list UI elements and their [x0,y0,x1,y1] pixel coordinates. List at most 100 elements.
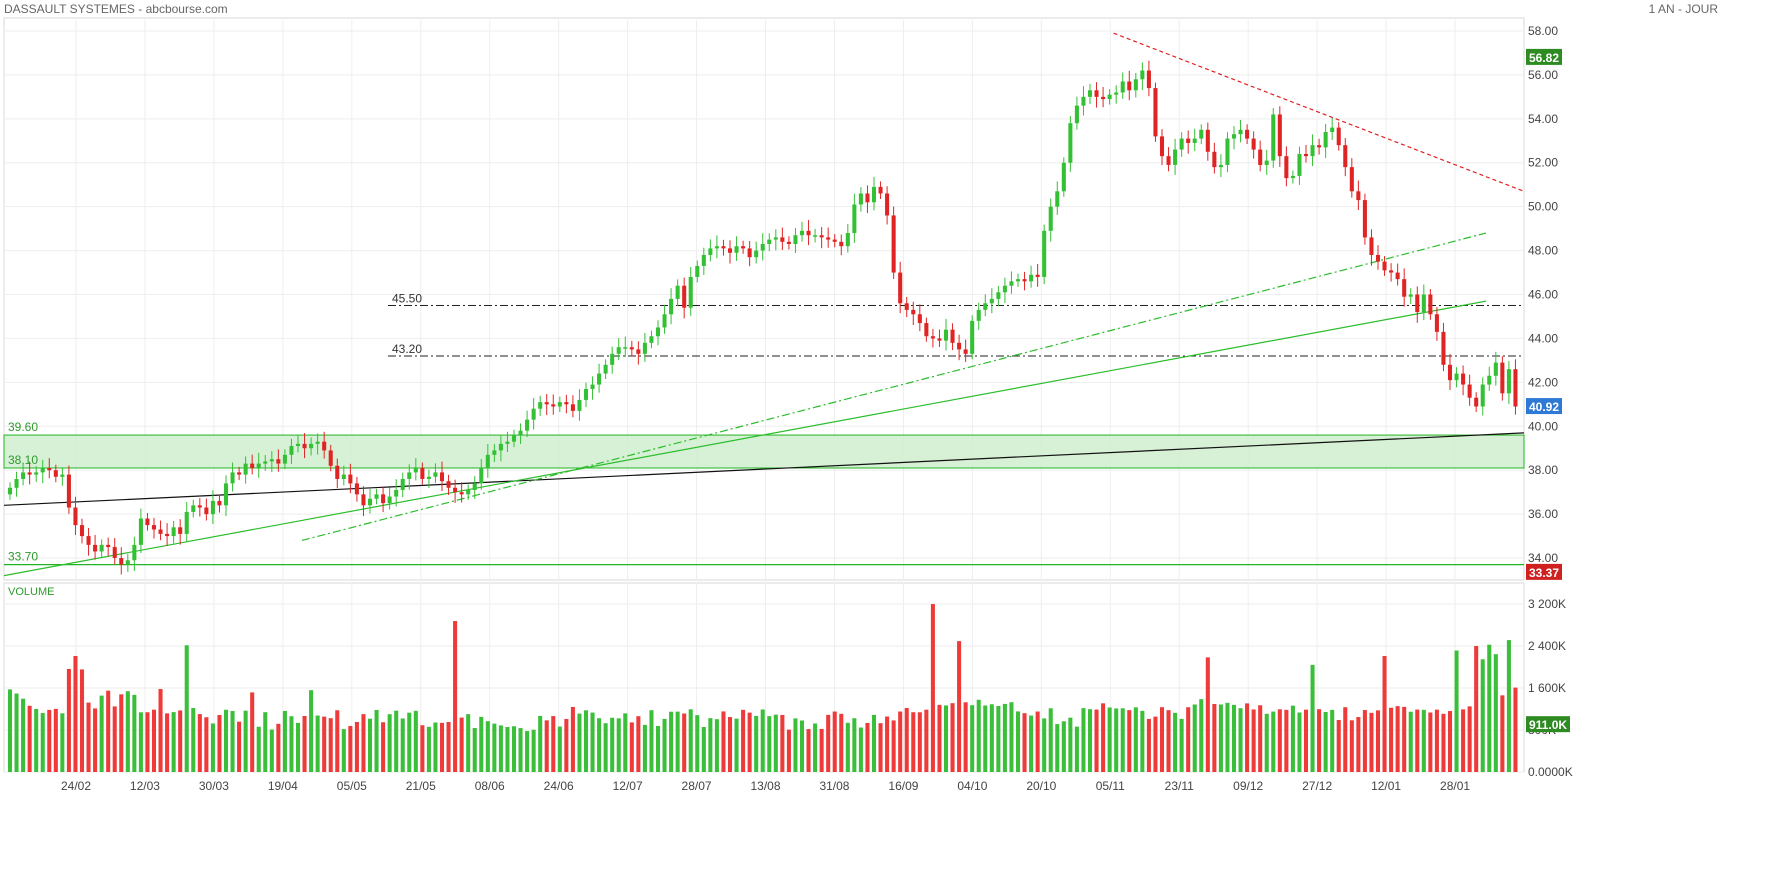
candle [989,298,994,304]
volume-bar [675,711,680,772]
volume-bar [1506,640,1511,772]
date-tick-label: 28/07 [682,779,712,793]
volume-bar [328,718,333,772]
volume-title: VOLUME [8,586,54,598]
volume-bar [21,698,26,772]
candle [315,441,320,444]
volume-bar [47,709,52,772]
candle [714,246,719,249]
candle [538,402,543,409]
volume-bar [1120,708,1125,772]
volume-bar [714,719,719,772]
date-tick-label: 31/08 [819,779,849,793]
date-tick-label: 16/09 [888,779,918,793]
date-tick-label: 24/06 [544,779,574,793]
price-tick-label: 58.00 [1528,24,1558,38]
candle [1002,285,1007,293]
volume-bar [1474,646,1479,772]
volume-bar [60,713,65,772]
volume-bar [1140,710,1145,772]
candle [564,402,569,405]
volume-bar [73,655,78,772]
candle [996,292,1001,299]
volume-bar [590,712,595,772]
volume-bar [1081,708,1086,772]
candle [354,483,359,495]
volume-bar [721,711,726,772]
candle [1042,230,1047,277]
candle [983,303,988,310]
volume-bar [289,716,294,772]
candle [1454,373,1459,381]
volume-bar [525,731,530,772]
volume-bar [1303,709,1309,772]
candle [1081,96,1086,106]
candle [708,248,713,255]
volume-bar [871,714,877,772]
candle [1402,279,1407,297]
volume-bar [1029,715,1034,772]
level-line-label: 45.50 [392,291,422,305]
date-tick-label: 19/04 [268,779,298,793]
volume-bar [1225,702,1230,772]
volume-bar [557,726,562,772]
price-tick-label: 44.00 [1528,331,1558,345]
volume-bar [420,725,425,772]
volume-bar [492,723,497,772]
period-label: 1 AN - JOUR [1648,2,1718,16]
candle [394,489,399,497]
volume-bar [708,718,713,772]
volume-bar [996,705,1001,772]
candle [767,239,772,244]
date-tick-label: 23/11 [1165,779,1194,793]
volume-bar [354,721,359,772]
candle [309,443,314,449]
candle [662,314,667,328]
candle [623,347,628,349]
volume-bar [773,714,778,772]
candle [1173,149,1178,165]
volume-bar [479,716,484,772]
candle [826,237,831,240]
support-line-label: 33.70 [8,550,38,564]
candle [871,186,877,203]
candle [413,468,418,473]
candle [230,472,235,484]
candle [760,244,765,251]
volume-bar [1264,713,1269,772]
volume-bar [1042,718,1047,772]
volume-bar [1402,706,1407,772]
volume-bar [603,723,608,772]
candle [381,494,386,504]
volume-bar [1218,704,1223,772]
candle [73,507,78,526]
candle [1389,270,1394,273]
volume-bar [1284,709,1289,772]
volume-bar [86,702,91,772]
volume-bar [1068,717,1073,772]
candle [636,349,641,354]
candle [1048,206,1053,231]
trend-line [301,232,1487,542]
volume-bar [826,714,831,772]
volume-bar [924,709,929,772]
candle [485,454,490,468]
candle [937,338,942,341]
volume-bar [1317,709,1322,772]
volume-bar [865,722,870,772]
volume-bar [760,709,765,772]
volume-bar [1035,711,1040,772]
candle [210,500,215,515]
volume-bar [381,722,386,772]
volume-bar [243,710,248,772]
candle [911,309,916,315]
price-tag-label: 56.82 [1529,51,1559,65]
candle [1094,90,1099,97]
volume-bar [99,695,104,772]
candle [741,246,746,249]
volume-bar [682,713,687,772]
candle [786,241,791,244]
volume-bar [217,715,222,772]
volume-bar [1199,699,1204,772]
price-tag [1526,563,1562,580]
